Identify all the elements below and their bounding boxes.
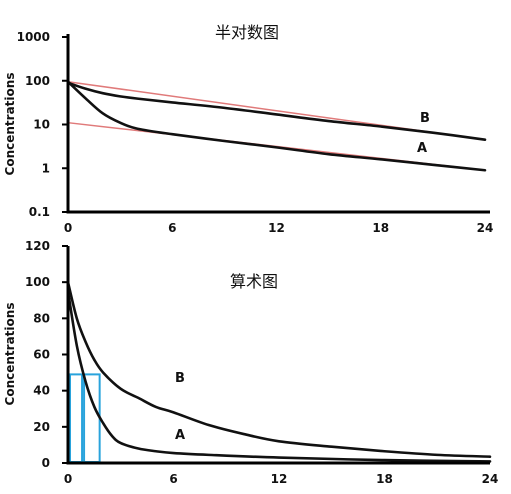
linear-xtick-label: 18 bbox=[376, 472, 393, 486]
linear-chart-axes bbox=[66, 246, 490, 465]
log-xtick-label: 0 bbox=[64, 221, 72, 235]
log-chart-series bbox=[66, 80, 487, 172]
linear-xtick-label: 0 bbox=[64, 472, 72, 486]
log-ytick-label: 1 bbox=[42, 161, 50, 175]
log-xtick-label: 18 bbox=[372, 221, 389, 235]
linear-ytick-label: 80 bbox=[33, 311, 50, 325]
linear-chart-series bbox=[66, 280, 492, 463]
log-chart-title: 半对数图 bbox=[215, 23, 279, 42]
log-series-label-a: A bbox=[417, 141, 427, 156]
linear-series-a-line bbox=[66, 289, 492, 463]
linear-chart-ylabel: Concentrations bbox=[3, 303, 17, 406]
linear-chart-title: 算术图 bbox=[230, 272, 278, 291]
linear-series-label-b: B bbox=[175, 371, 185, 386]
linear-ytick-label: 40 bbox=[33, 384, 50, 398]
linear-ytick-label: 60 bbox=[33, 348, 50, 362]
log-xtick-label: 24 bbox=[477, 221, 494, 235]
linear-xtick-label: 6 bbox=[169, 472, 177, 486]
linear-ytick-label: 120 bbox=[25, 239, 50, 253]
half-life-box-1 bbox=[69, 373, 84, 463]
log-ytick-label: 0.1 bbox=[29, 205, 50, 219]
log-ytick-label: 10 bbox=[33, 118, 50, 132]
log-xtick-label: 12 bbox=[268, 221, 285, 235]
linear-series-b-line bbox=[66, 280, 492, 458]
log-ytick-label: 1000 bbox=[17, 30, 50, 44]
linear-series-label-a: A bbox=[175, 428, 185, 443]
log-chart: 半对数图 Concentrations 0.1 1 10 100 1000 0 6 12 18 2… bbox=[3, 23, 493, 235]
log-xtick-label: 6 bbox=[168, 221, 176, 235]
linear-ytick-label: 0 bbox=[42, 456, 50, 470]
log-series-label-b: B bbox=[420, 111, 430, 126]
linear-ytick-label: 100 bbox=[25, 275, 50, 289]
half-life-boxes bbox=[69, 373, 101, 463]
linear-ytick-label: 20 bbox=[33, 420, 50, 434]
log-series-a-line bbox=[66, 80, 487, 172]
linear-xtick-label: 12 bbox=[271, 472, 288, 486]
log-chart-ticks: 0.1 1 10 100 1000 0 6 12 18 24 bbox=[17, 30, 494, 235]
linear-xtick-label: 24 bbox=[482, 472, 499, 486]
linear-chart: 算术图 Concentrations 0 20 40 60 80 100 120 0 6 12 18… bbox=[3, 239, 498, 486]
log-ytick-label: 100 bbox=[25, 74, 50, 88]
log-series-b-line bbox=[66, 81, 487, 141]
linear-chart-ticks: 0 20 40 60 80 100 120 0 6 12 18 24 bbox=[25, 239, 498, 486]
log-chart-ylabel: Concentrations bbox=[3, 73, 17, 176]
